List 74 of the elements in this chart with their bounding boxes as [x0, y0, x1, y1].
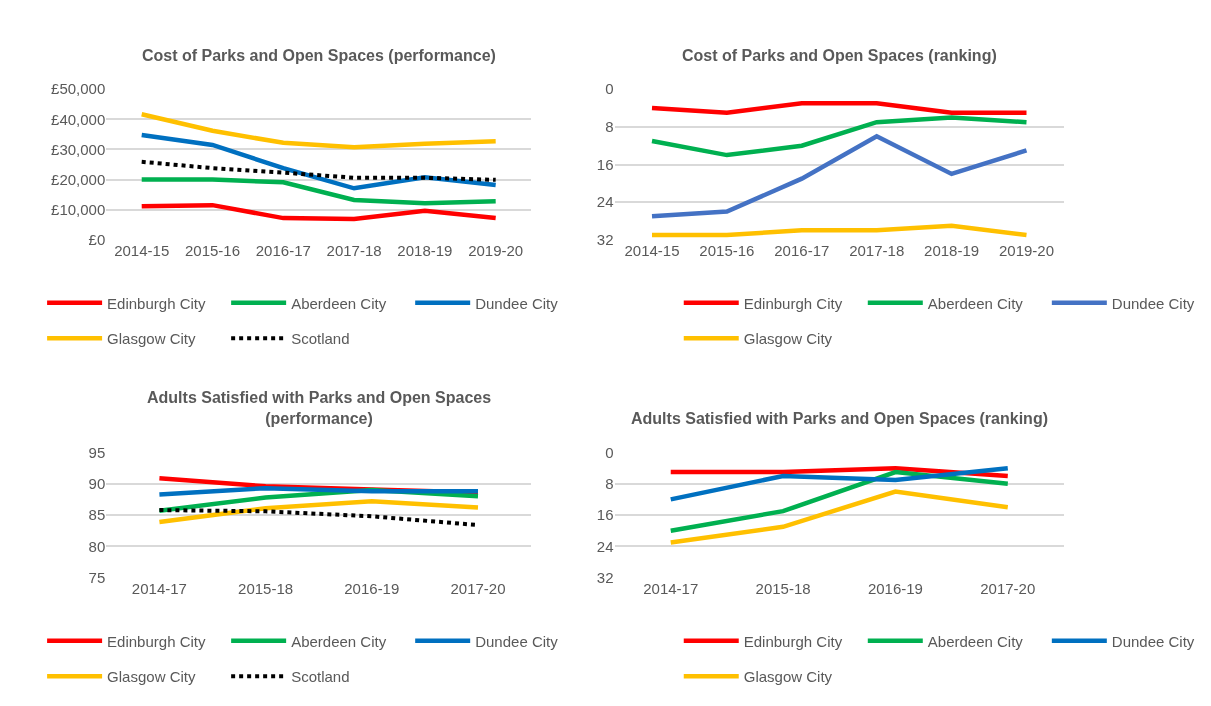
line-series [649, 134, 1029, 219]
y-tick-label: 8 [605, 475, 614, 493]
x-tick-label: 2016-19 [344, 579, 400, 597]
legend-label: Scotland [291, 668, 350, 685]
x-tick-label: 2014-15 [624, 241, 680, 259]
chart-title: Cost of Parks and Open Spaces (performance) [142, 47, 496, 64]
x-tick-label: 2017-18 [326, 241, 382, 259]
legend-label: Dundee City [475, 294, 559, 312]
y-tick-label: 90 [88, 475, 106, 493]
x-tick-label: 2015-18 [238, 579, 294, 597]
y-tick-label: £20,000 [51, 170, 106, 188]
legend-label: Aberdeen City [927, 632, 1024, 650]
y-tick-label: 32 [596, 231, 614, 249]
y-tick-label: £40,000 [51, 110, 106, 128]
y-tick-label: 24 [596, 537, 614, 555]
legend-label: Edinburgh City [743, 294, 843, 312]
line-series [157, 499, 481, 525]
x-tick-label: 2016-19 [867, 579, 923, 597]
line-series [139, 159, 498, 182]
x-tick-label: 2019-20 [998, 241, 1055, 259]
y-tick-label: 16 [596, 506, 614, 524]
x-tick-label: 2015-16 [184, 241, 241, 259]
y-tick-label: 0 [605, 80, 614, 98]
legend-label: Edinburgh City [743, 632, 843, 650]
legend-label: Aberdeen City [927, 294, 1024, 312]
y-tick-label: 16 [596, 155, 614, 173]
legend-label: Glasgow City [107, 668, 196, 685]
y-tick-label: 95 [88, 443, 106, 461]
line-series [668, 469, 1011, 533]
legend-label: Glasgow City [107, 330, 196, 348]
line-series [649, 115, 1029, 158]
chart-title: Adults Satisfied with Parks and Open Spaces (performance) [147, 389, 492, 427]
line-series [668, 465, 1011, 502]
line-series [139, 111, 498, 150]
x-tick-label: 2014-17 [131, 579, 187, 597]
x-tick-label: 2017-18 [849, 241, 905, 259]
y-tick-label: 32 [596, 568, 614, 586]
legend-label: Aberdeen City [291, 632, 387, 650]
line-series [139, 132, 498, 191]
x-tick-label: 2016-17 [255, 241, 311, 259]
legend-label: Glasgow City [743, 330, 833, 348]
y-tick-label: £50,000 [51, 80, 106, 98]
x-tick-label: 2018-19 [924, 241, 980, 259]
legend-label: Scotland [291, 330, 350, 348]
chart-title: Cost of Parks and Open Spaces (ranking) [682, 47, 997, 64]
y-tick-label: £30,000 [51, 140, 106, 158]
legend-label: Edinburgh City [107, 632, 206, 650]
y-tick-label: £0 [88, 231, 106, 249]
line-series [139, 202, 498, 222]
x-tick-label: 2016-17 [774, 241, 830, 259]
legend-label: Glasgow City [743, 668, 833, 685]
x-tick-label: 2019-20 [468, 241, 524, 259]
x-tick-label: 2014-15 [114, 241, 170, 259]
legend-label: Dundee City [1111, 294, 1195, 312]
y-tick-label: 85 [88, 506, 106, 524]
legend-label: Dundee City [475, 632, 559, 650]
legend-label: Edinburgh City [107, 294, 206, 312]
x-tick-label: 2015-16 [699, 241, 755, 259]
x-tick-label: 2017-20 [450, 579, 506, 597]
y-tick-label: 24 [596, 193, 614, 211]
y-tick-label: 8 [605, 118, 614, 136]
legend-label: Aberdeen City [291, 294, 387, 312]
line-series [668, 489, 1011, 545]
legend-label: Dundee City [1111, 632, 1195, 650]
x-tick-label: 2018-19 [397, 241, 453, 259]
line-series [139, 177, 498, 206]
y-tick-label: £10,000 [51, 200, 106, 218]
x-tick-label: 2017-20 [980, 579, 1036, 597]
y-tick-label: 75 [88, 568, 106, 586]
x-tick-label: 2015-18 [755, 579, 811, 597]
y-tick-label: 80 [88, 537, 106, 555]
y-tick-label: 0 [605, 443, 614, 461]
x-tick-label: 2014-17 [643, 579, 699, 597]
chart-title: Adults Satisfied with Parks and Open Spaces (ranking) [631, 410, 1048, 427]
